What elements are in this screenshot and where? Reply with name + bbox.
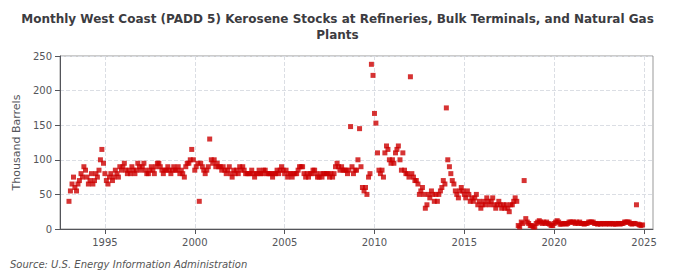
- svg-text:2000: 2000: [182, 237, 207, 248]
- svg-text:2015: 2015: [452, 237, 477, 248]
- svg-text:50: 50: [39, 189, 52, 200]
- svg-text:2005: 2005: [272, 237, 297, 248]
- svg-text:Monthly West Coast (PADD 5) Ke: Monthly West Coast (PADD 5) Kerosene Sto…: [21, 12, 654, 26]
- svg-text:Source: U.S. Energy Informatio: Source: U.S. Energy Information Administ…: [10, 259, 247, 270]
- svg-text:100: 100: [33, 154, 52, 165]
- svg-text:0: 0: [46, 224, 52, 235]
- svg-text:200: 200: [33, 85, 52, 96]
- svg-text:250: 250: [33, 51, 52, 62]
- svg-text:1995: 1995: [92, 237, 117, 248]
- svg-text:2025: 2025: [631, 237, 656, 248]
- svg-text:150: 150: [33, 120, 52, 131]
- svg-text:2010: 2010: [362, 237, 387, 248]
- svg-text:2020: 2020: [541, 237, 566, 248]
- svg-text:Thousand Barrels: Thousand Barrels: [10, 94, 23, 191]
- svg-text:Plants: Plants: [316, 28, 358, 42]
